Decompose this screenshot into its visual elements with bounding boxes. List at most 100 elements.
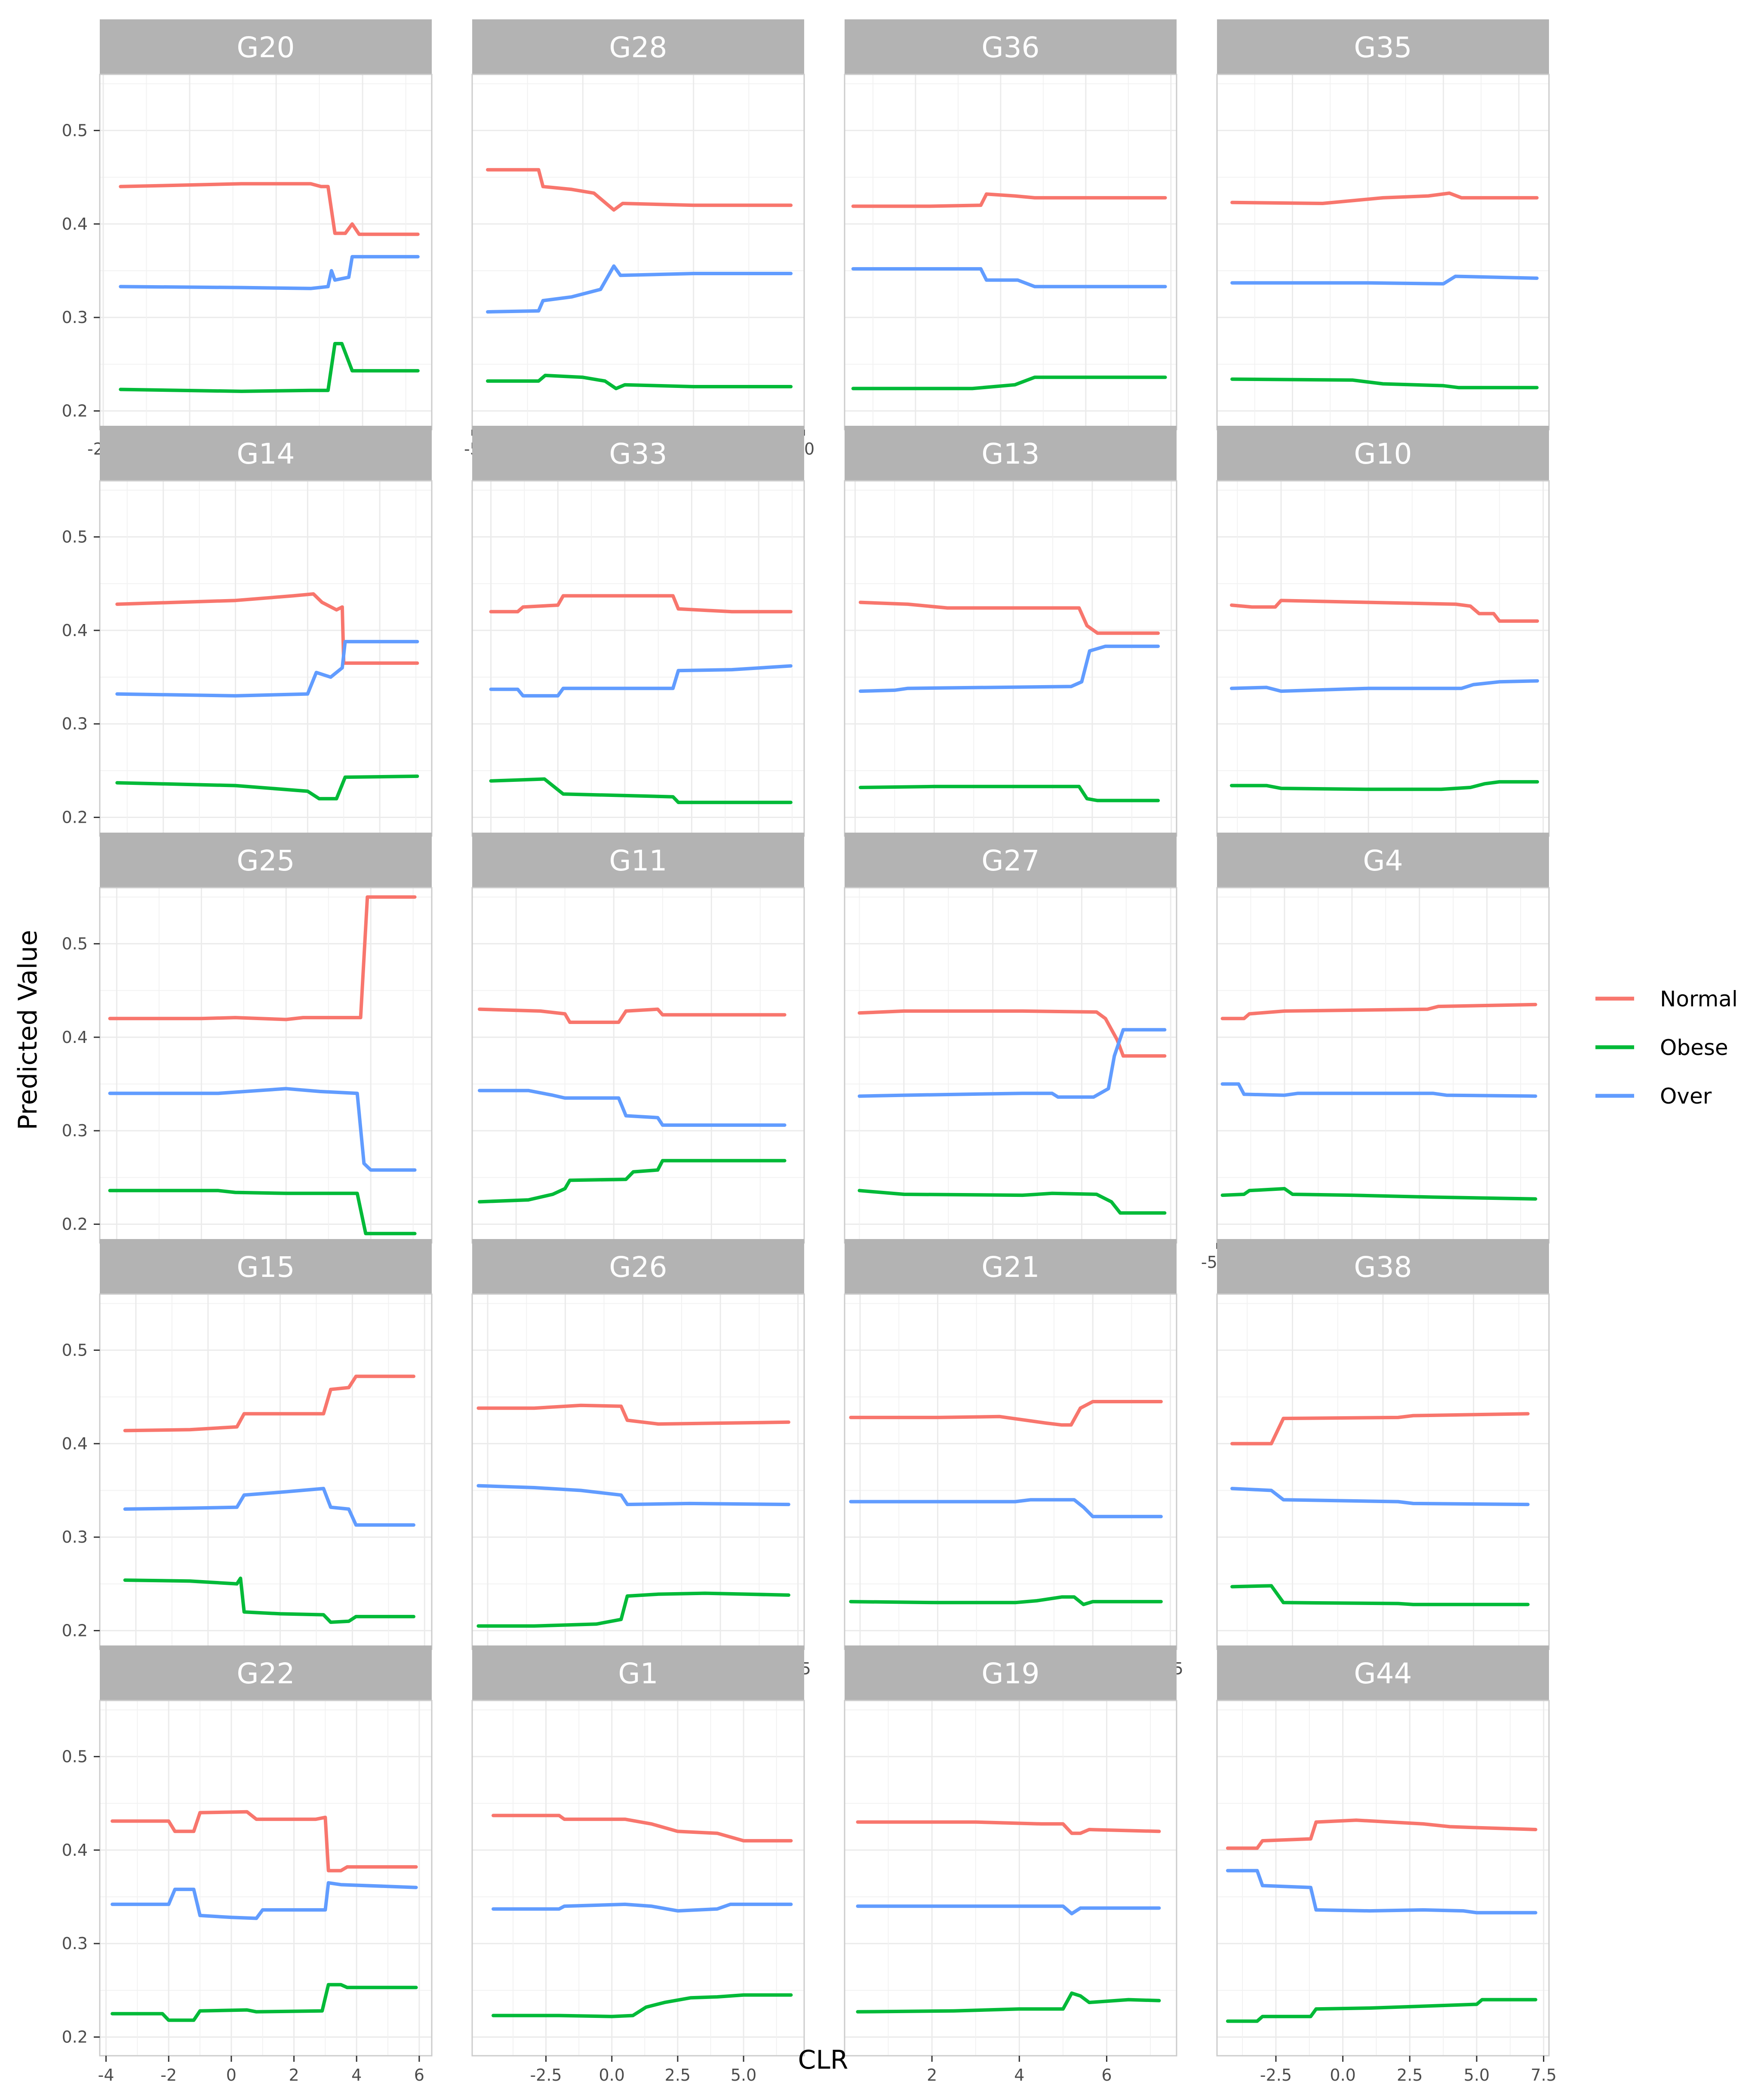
series-line-over-g14 — [115, 640, 419, 698]
panel-g21: G21-2.50.02.55.07.5 — [844, 1239, 1183, 1678]
strip-title-g33: G33 — [609, 437, 667, 470]
series-line-normal-g4 — [1220, 1002, 1537, 1021]
strip-g36 — [845, 19, 1177, 74]
x-tick-label: 2 — [927, 2066, 937, 2085]
series-line-over-g11 — [478, 1089, 787, 1127]
series-line-normal-g11 — [478, 1007, 787, 1024]
panel-g27: G27-3036 — [844, 833, 1177, 1272]
series-line-over-g44 — [1226, 1869, 1537, 1915]
series-line-obese-g38 — [1230, 1584, 1530, 1606]
series-line-obese-g44 — [1226, 1998, 1537, 2023]
x-tick-label: 7.5 — [1530, 2066, 1556, 2085]
x-tick-label: 2.5 — [665, 2066, 691, 2085]
panel-g28: G28-50510 — [464, 19, 814, 458]
series-line-over-g35 — [1230, 274, 1539, 286]
series-line-normal-g33 — [489, 594, 793, 614]
strip-g21 — [845, 1239, 1177, 1294]
series-line-obese-g11 — [478, 1159, 787, 1204]
series-line-obese-g25 — [108, 1189, 417, 1236]
strip-title-g44: G44 — [1354, 1657, 1412, 1690]
strip-g1 — [472, 1645, 804, 1701]
strip-g14 — [100, 426, 432, 481]
strip-title-g21: G21 — [981, 1251, 1039, 1284]
strip-title-g11: G11 — [609, 844, 667, 877]
panel-g11: G11-404 — [471, 833, 805, 1272]
panel-g13: G13-6-3036 — [844, 426, 1177, 865]
series-line-over-g36 — [851, 267, 1167, 289]
panel-g19: G19 2 4 6 — [844, 1645, 1177, 2085]
series-line-obese-g20 — [119, 342, 420, 393]
series-line-over-g22 — [111, 1881, 418, 1920]
strip-title-g13: G13 — [981, 437, 1039, 470]
legend: Normal Obese Over — [1595, 987, 1738, 1109]
panel-g10: G10-3036 — [1216, 426, 1550, 865]
x-tick-label: 5.0 — [1464, 2066, 1490, 2085]
series-line-over-g28 — [486, 264, 793, 314]
series-line-normal-g10 — [1229, 599, 1539, 623]
series-line-over-g10 — [1229, 679, 1539, 693]
x-tick-label: 0.0 — [1330, 2066, 1355, 2085]
legend-label-normal: Normal — [1660, 987, 1738, 1012]
series-line-over-g4 — [1220, 1082, 1537, 1098]
y-axis-title: Predicted Value — [13, 930, 43, 1130]
series-line-over-g13 — [858, 644, 1160, 693]
strip-g20 — [100, 19, 432, 74]
series-line-obese-g27 — [857, 1189, 1167, 1215]
series-line-obese-g36 — [851, 375, 1167, 391]
series-line-normal-g27 — [857, 1009, 1167, 1058]
y-tick-label: 0.4 — [62, 1841, 88, 1860]
strip-g44 — [1217, 1645, 1549, 1701]
y-tick-label: 0.2 — [62, 2028, 88, 2047]
strip-g27 — [845, 833, 1177, 888]
series-line-obese-g35 — [1230, 377, 1539, 390]
series-line-obese-g14 — [115, 774, 419, 801]
panel-border — [99, 1700, 433, 2057]
panel-g20: G20-2.50.02.55.00.20.30.40.5 — [62, 19, 433, 458]
y-tick-label: 0.3 — [62, 1121, 88, 1140]
y-tick-label: 0.5 — [62, 527, 88, 546]
strip-g15 — [100, 1239, 432, 1294]
series-line-over-g27 — [857, 1028, 1167, 1099]
panel-border — [844, 1700, 1177, 2057]
x-tick-label: 4 — [351, 2066, 362, 2085]
series-line-obese-g15 — [123, 1576, 415, 1624]
series-line-normal-g44 — [1226, 1818, 1537, 1850]
series-line-normal-g20 — [119, 182, 420, 236]
strip-title-g36: G36 — [981, 31, 1039, 64]
x-tick-label: -2.5 — [530, 2066, 562, 2085]
series-line-obese-g1 — [492, 1993, 793, 2018]
series-line-over-g33 — [489, 664, 793, 698]
series-line-normal-g35 — [1230, 191, 1539, 205]
series-line-obese-g22 — [111, 1983, 418, 2022]
panel-border — [471, 1700, 805, 2057]
y-tick-label: 0.2 — [62, 1215, 88, 1234]
strip-title-g1: G1 — [618, 1657, 658, 1690]
y-tick-label: 0.5 — [62, 1341, 88, 1359]
strip-g13 — [845, 426, 1177, 481]
series-line-normal-g1 — [492, 1814, 793, 1843]
strip-title-g22: G22 — [237, 1657, 295, 1690]
series-line-normal-g38 — [1230, 1412, 1530, 1445]
strip-g35 — [1217, 19, 1549, 74]
x-tick-label: 4 — [1014, 2066, 1024, 2085]
x-axis-title: CLR — [798, 2045, 848, 2075]
x-tick-label: -2.5 — [1260, 2066, 1292, 2085]
strip-g26 — [472, 1239, 804, 1294]
x-tick-label: 6 — [1101, 2066, 1112, 2085]
series-line-over-g20 — [119, 255, 420, 290]
series-line-normal-g26 — [476, 1403, 790, 1426]
series-line-over-g1 — [492, 1902, 793, 1913]
y-tick-label: 0.3 — [62, 308, 88, 327]
series-line-normal-g28 — [486, 168, 793, 212]
facet-panels: G20 -2.5 0.0 2.5 5.0 0.2 0.3 0.4 0.5 G28-50510 G36… — [62, 19, 1557, 2085]
y-tick-label: 0.5 — [62, 934, 88, 953]
y-tick-label: 0.5 — [62, 121, 88, 140]
series-line-over-g21 — [849, 1498, 1163, 1519]
strip-title-g38: G38 — [1354, 1251, 1412, 1284]
x-tick-label: 0 — [226, 2066, 237, 2085]
y-tick-label: 0.3 — [62, 1934, 88, 1953]
strip-g10 — [1217, 426, 1549, 481]
x-tick-label: 2 — [289, 2066, 299, 2085]
